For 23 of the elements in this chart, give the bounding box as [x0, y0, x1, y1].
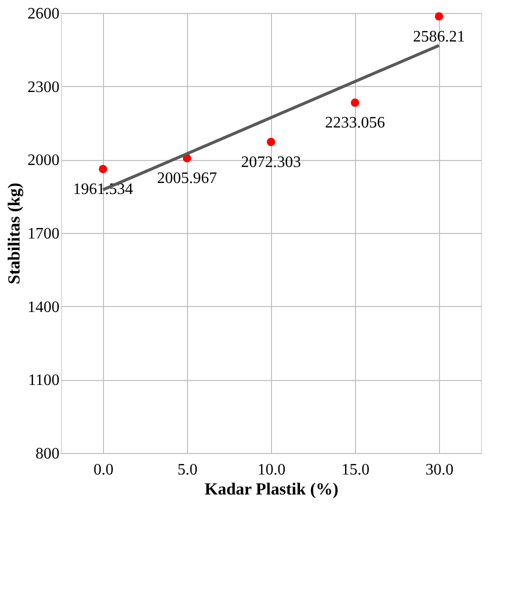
y-tick-label: 2600 [28, 6, 60, 22]
x-tick-label: 15.0 [342, 462, 370, 478]
x-tick-label: 0.0 [94, 462, 114, 478]
data-label: 1961.534 [73, 181, 133, 198]
point [266, 138, 276, 146]
x-tick-label: 10.0 [258, 462, 286, 478]
x-tick-label: 5.0 [178, 462, 198, 478]
y-tick-label: 2300 [28, 78, 60, 96]
y-tick-label: 1700 [28, 226, 60, 242]
point [434, 12, 444, 21]
x-tick-label: 30.0 [426, 462, 454, 478]
y-tick-label: 800 [36, 446, 60, 462]
y-tick-label: 2000 [28, 152, 60, 170]
y-axis-title: Stabilitas (kg) [4, 182, 24, 284]
point [350, 98, 360, 107]
data-label: 2005.967 [157, 170, 217, 188]
data-label: 2586.21 [413, 28, 465, 46]
y-tick-label: 1100 [28, 372, 60, 390]
y-tick-label: 1400 [28, 298, 60, 316]
x-axis-title: Kadar Plastik (%) [204, 480, 338, 498]
data-label: 2072.303 [241, 154, 301, 171]
point [98, 164, 108, 174]
data-label: 2233.056 [325, 114, 385, 132]
